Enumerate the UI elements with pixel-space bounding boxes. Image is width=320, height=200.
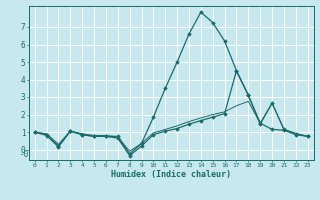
X-axis label: Humidex (Indice chaleur): Humidex (Indice chaleur): [111, 170, 231, 179]
Text: -0: -0: [20, 150, 29, 159]
